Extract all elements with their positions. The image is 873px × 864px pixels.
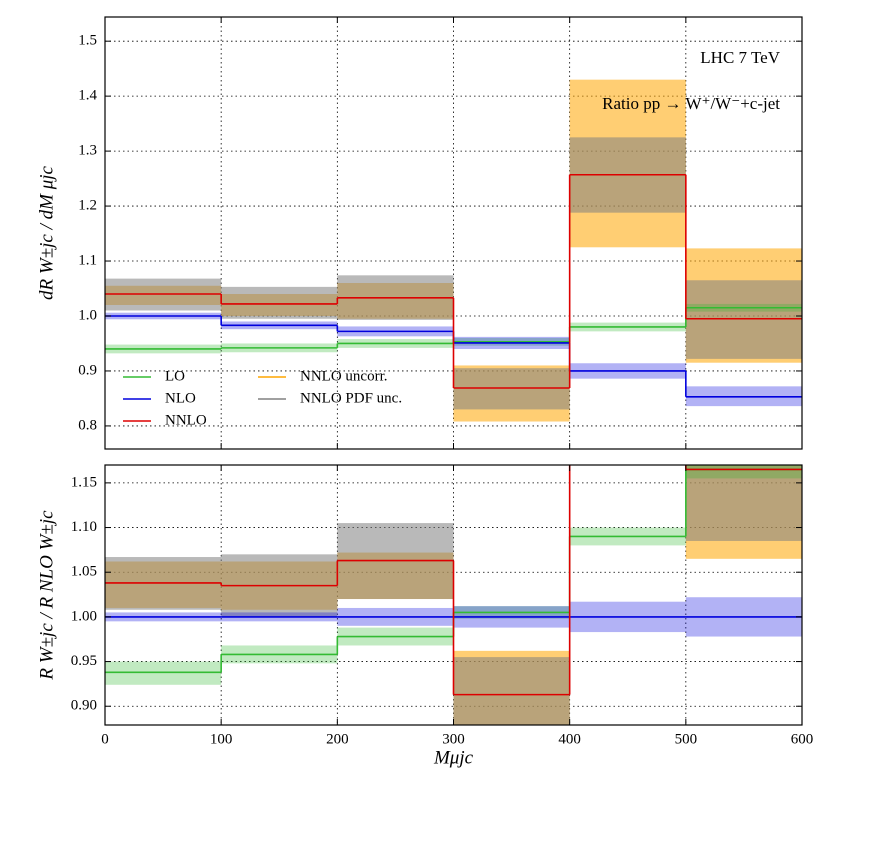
plot-area bbox=[105, 79, 802, 422]
x-tick-label: 600 bbox=[791, 731, 814, 747]
y-tick-label: 0.90 bbox=[71, 698, 97, 714]
y-tick-label: 0.8 bbox=[78, 417, 97, 433]
legend-label: NNLO PDF unc. bbox=[300, 390, 402, 406]
y-tick-label: 1.1 bbox=[78, 252, 97, 268]
band bbox=[685, 465, 802, 479]
y-tick-label: 1.00 bbox=[71, 608, 97, 624]
x-axis-label: Mμjc bbox=[433, 747, 474, 768]
band bbox=[453, 657, 570, 725]
band bbox=[221, 286, 338, 319]
y-tick-label: 1.0 bbox=[78, 307, 97, 323]
band bbox=[453, 368, 570, 410]
y-tick-label: 1.15 bbox=[71, 474, 97, 490]
y-tick-label: 0.95 bbox=[71, 653, 97, 669]
band bbox=[685, 465, 802, 541]
x-tick-label: 200 bbox=[326, 731, 349, 747]
y-tick-label: 1.5 bbox=[78, 33, 97, 49]
legend-label: NLO bbox=[165, 390, 196, 406]
y-tick-label: 1.05 bbox=[71, 564, 97, 580]
x-tick-label: 0 bbox=[101, 731, 109, 747]
x-tick-label: 300 bbox=[442, 731, 465, 747]
band bbox=[685, 280, 802, 359]
band bbox=[105, 661, 222, 685]
legend-label: NNLO uncorr. bbox=[300, 368, 387, 384]
y-tick-label: 1.2 bbox=[78, 198, 97, 214]
y-tick-label: 0.9 bbox=[78, 362, 97, 378]
y-axis-label: dR W±jc / dM μjc bbox=[36, 165, 57, 299]
annotation: Ratio pp → W⁺/W⁻+c-jet bbox=[602, 94, 780, 113]
legend-label: NNLO bbox=[165, 412, 207, 428]
y-tick-label: 1.10 bbox=[71, 519, 97, 535]
y-tick-label: 1.4 bbox=[78, 88, 97, 104]
x-tick-label: 500 bbox=[675, 731, 698, 747]
annotation: LHC 7 TeV bbox=[700, 48, 780, 67]
plot-area bbox=[105, 465, 802, 725]
x-tick-label: 400 bbox=[558, 731, 581, 747]
x-tick-label: 100 bbox=[210, 731, 233, 747]
y-axis-label: R W±jc / R NLO W±jc bbox=[36, 510, 57, 681]
y-tick-label: 1.3 bbox=[78, 143, 97, 159]
legend-label: LO bbox=[165, 368, 185, 384]
